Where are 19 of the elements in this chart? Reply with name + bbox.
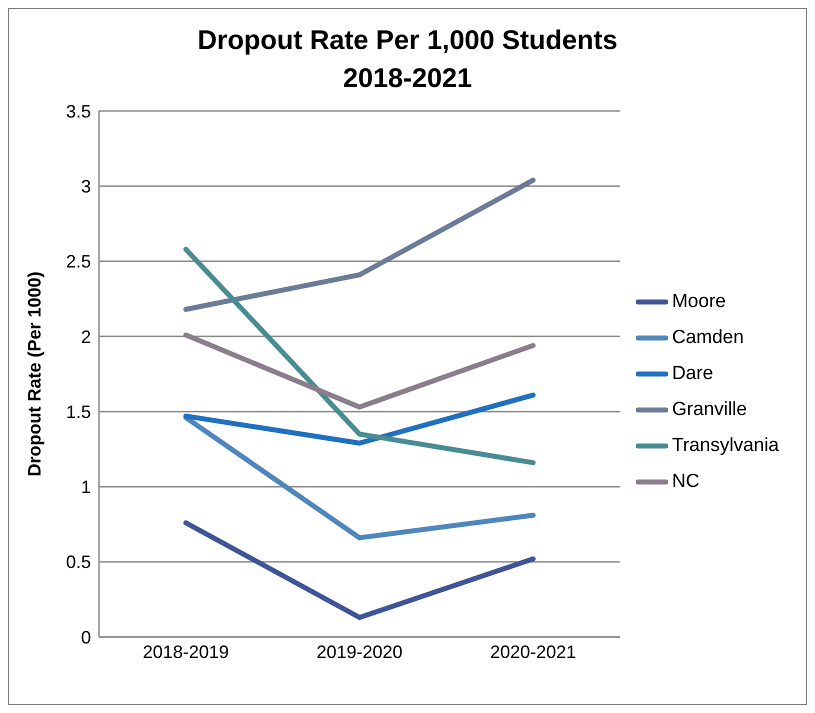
- legend-label: Camden: [672, 326, 744, 350]
- y-tick-label: 3.5: [66, 101, 91, 122]
- y-tick-label: 3: [80, 176, 91, 197]
- legend-label: NC: [672, 470, 700, 494]
- y-tick-label: 2.5: [66, 252, 91, 272]
- legend-label: Granville: [672, 398, 747, 422]
- x-tick-label: 2018-2019: [142, 642, 229, 662]
- y-tick-label: 2: [80, 326, 91, 347]
- legend-label: Moore: [672, 290, 726, 314]
- y-tick-label: 1.5: [66, 402, 91, 422]
- legend-label: Dare: [672, 362, 714, 386]
- y-tick-label: 0.5: [66, 552, 91, 572]
- y-tick-label: 0: [80, 627, 91, 648]
- x-tick-label: 2019-2020: [316, 642, 403, 662]
- x-tick-label: 2020-2021: [490, 642, 576, 662]
- y-tick-label: 1: [80, 477, 91, 498]
- y-axis-title: Dropout Rate (Per 1000): [24, 271, 44, 477]
- chart-title: Dropout Rate Per 1,000 Students 2018-2021: [196, 24, 619, 95]
- legend-label: Transylvania: [672, 434, 779, 458]
